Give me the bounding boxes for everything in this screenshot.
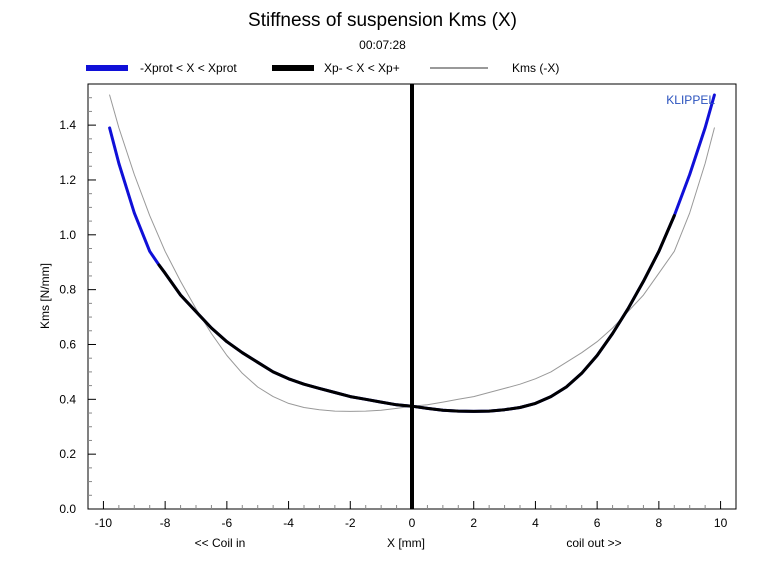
y-tick-label: 0.0 <box>59 502 76 516</box>
x-tick-label: 4 <box>532 516 539 530</box>
x-tick-label: -6 <box>222 516 233 530</box>
legend-label-xp: Xp- < X < Xp+ <box>324 61 400 75</box>
legend-label-xprot: -Xprot < X < Xprot <box>140 61 237 75</box>
y-tick-label: 0.6 <box>59 337 76 351</box>
y-tick-label: 1.4 <box>59 118 76 132</box>
y-tick-label: 1.2 <box>59 173 76 187</box>
legend-swatch-blue <box>86 65 128 71</box>
klippel-watermark: KLIPPEL <box>666 93 715 107</box>
y-tick-label: 0.4 <box>59 392 76 406</box>
legend: -Xprot < X < Xprot Xp- < X < Xp+ Kms (-X… <box>86 61 559 75</box>
y-tick-label: 1.0 <box>59 228 76 242</box>
chart-title: Stiffness of suspension Kms (X) <box>248 10 517 31</box>
y-tick-label: 0.2 <box>59 447 76 461</box>
x-annotation-coil-in: << Coil in <box>195 536 246 550</box>
x-tick-label: -8 <box>160 516 171 530</box>
x-tick-label: 8 <box>656 516 663 530</box>
x-tick-label: 6 <box>594 516 601 530</box>
x-tick-label: -10 <box>95 516 113 530</box>
x-tick-label: 0 <box>409 516 416 530</box>
x-tick-label: -2 <box>345 516 356 530</box>
x-tick-label: 2 <box>470 516 477 530</box>
legend-label-kms-neg: Kms (-X) <box>512 61 559 75</box>
y-axis-label: Kms [N/mm] <box>38 263 52 329</box>
x-axis-label: X [mm] <box>387 536 425 550</box>
legend-swatch-black <box>272 65 314 71</box>
chart-timestamp: 00:07:28 <box>359 38 406 52</box>
x-tick-label: 10 <box>714 516 728 530</box>
x-tick-label: -4 <box>283 516 294 530</box>
axis-ticks: -10 -8 -6 -4 -2 0 2 4 6 8 10 0.0 0.2 0.4 0.6 0.8 1.0 1.2 1… <box>59 97 728 530</box>
y-tick-label: 0.8 <box>59 283 76 297</box>
x-annotation-coil-out: coil out >> <box>566 536 621 550</box>
